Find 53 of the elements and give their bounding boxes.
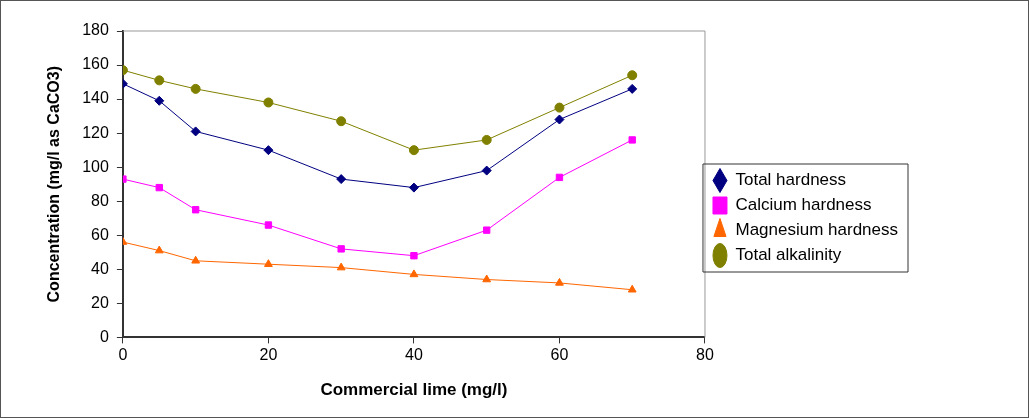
- point: [627, 70, 638, 81]
- point: [554, 102, 565, 113]
- point: [555, 277, 564, 286]
- point: [555, 173, 564, 182]
- y-tick-label: 140: [82, 89, 109, 107]
- point: [337, 245, 345, 253]
- point: [336, 262, 346, 271]
- y-tick-label: 120: [82, 123, 109, 141]
- point: [409, 269, 419, 278]
- point: [154, 245, 164, 254]
- point: [336, 174, 347, 185]
- point: [264, 259, 273, 267]
- point: [191, 255, 201, 264]
- x-tick-label: 20: [259, 346, 278, 364]
- point: [627, 284, 637, 293]
- point: [154, 75, 165, 86]
- point: [408, 182, 419, 193]
- x-tick-label: 40: [405, 346, 423, 364]
- point: [481, 165, 492, 176]
- point: [627, 83, 638, 94]
- x-tick-label: 0: [118, 346, 128, 364]
- y-axis-title: Concentration (mg/l as CaCO3): [45, 65, 63, 303]
- point: [628, 136, 636, 144]
- point: [154, 95, 165, 106]
- point: [481, 134, 492, 145]
- legend-label: Total alkalinity: [735, 245, 842, 265]
- point: [410, 252, 418, 260]
- y-tick-label: 100: [82, 157, 109, 175]
- y-tick-label: 0: [99, 327, 109, 345]
- x-axis-title: Commercial lime (mg/l): [320, 380, 508, 400]
- point: [190, 83, 201, 94]
- y-tick-label: 40: [91, 259, 109, 277]
- point: [190, 126, 201, 137]
- point: [264, 221, 273, 229]
- y-tick-label: 60: [91, 225, 109, 243]
- point: [483, 226, 491, 234]
- y-tick-label: 180: [82, 21, 109, 39]
- x-tick-label: 80: [696, 346, 714, 364]
- y-tick-label: 80: [91, 191, 109, 209]
- legend-label: Total hardness: [735, 170, 847, 190]
- legend-label: Magnesium hardness: [735, 220, 898, 240]
- y-tick-label: 20: [91, 293, 109, 311]
- point: [554, 114, 565, 125]
- point: [263, 145, 274, 156]
- point: [191, 206, 200, 214]
- point: [155, 183, 163, 192]
- point: [263, 97, 274, 108]
- y-tick-label: 160: [82, 55, 109, 73]
- x-tick-label: 60: [550, 346, 569, 364]
- point: [336, 116, 347, 127]
- point: [482, 274, 492, 283]
- legend-label: Calcium hardness: [735, 195, 872, 215]
- point: [408, 145, 419, 156]
